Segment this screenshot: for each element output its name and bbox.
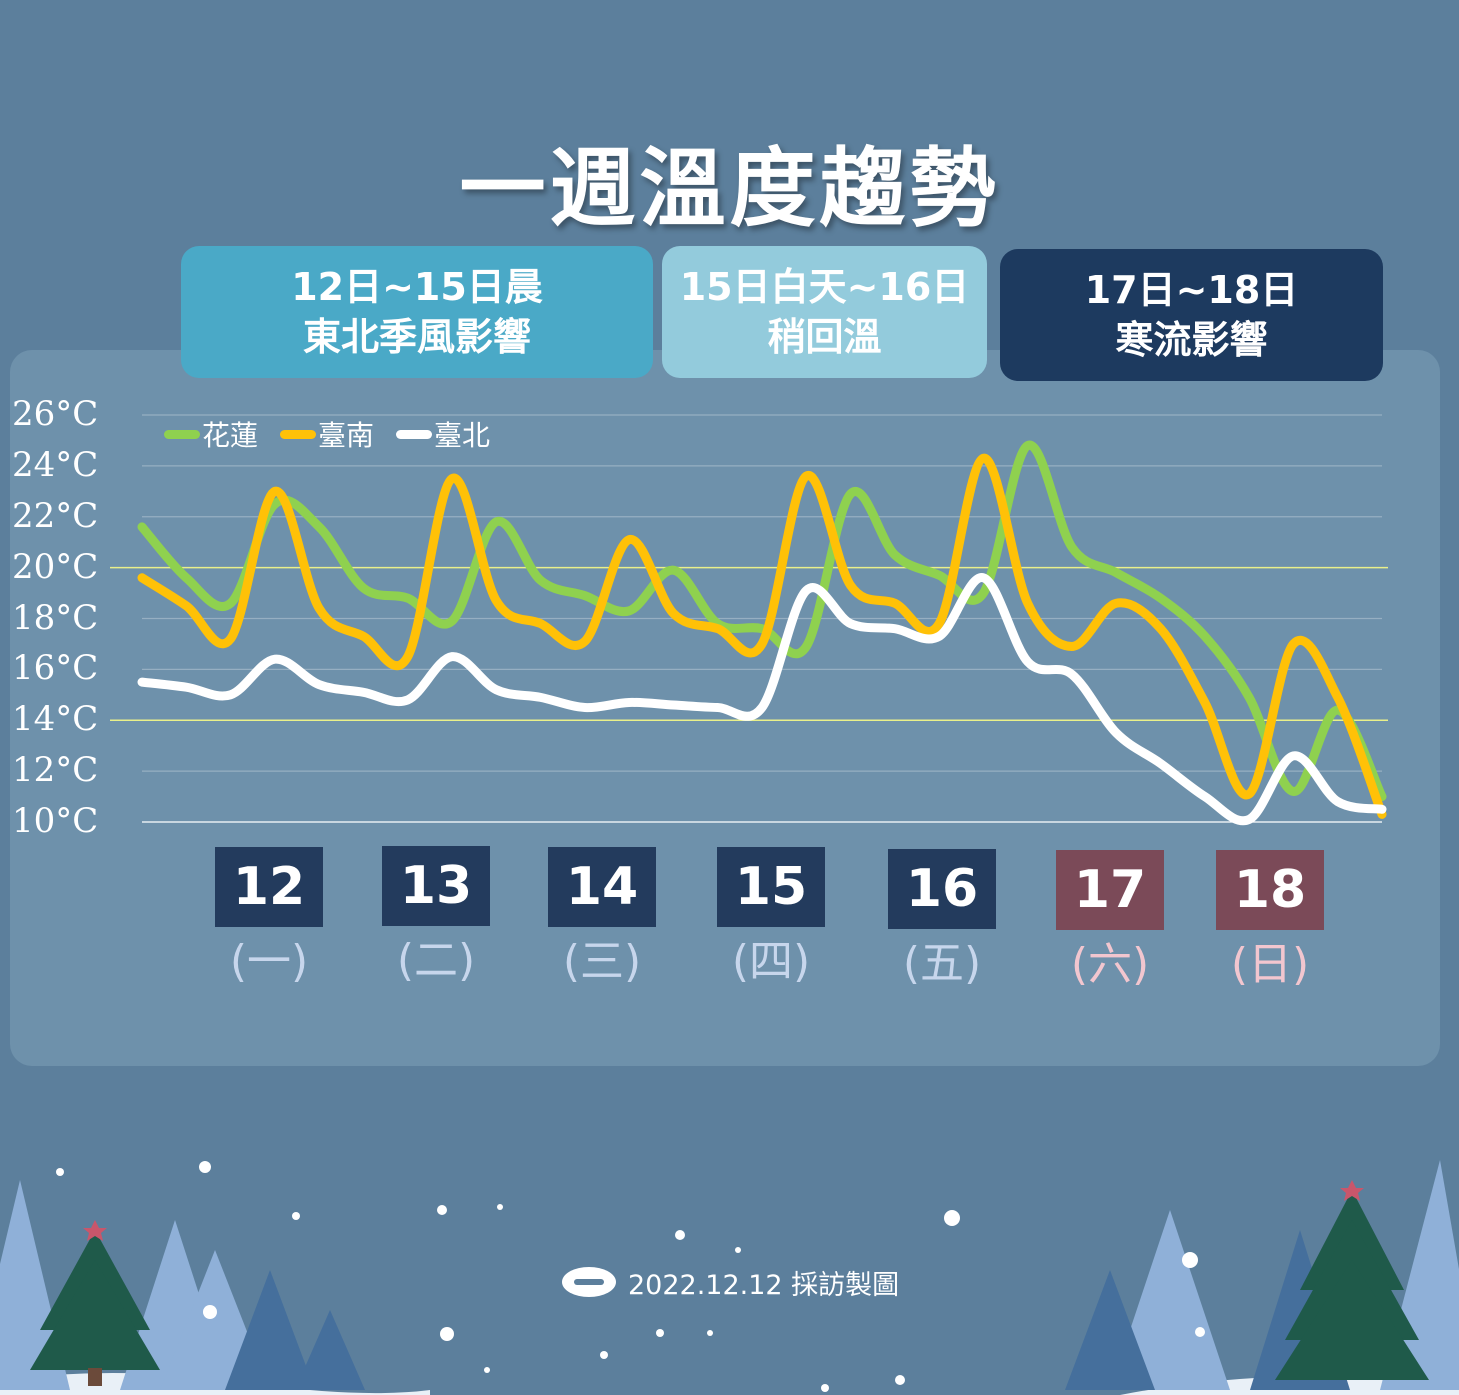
legend-label: 臺北 [434,419,491,452]
snowy-forest-decoration [0,1160,1459,1395]
cwb-logo-icon [562,1267,616,1297]
weekday-sun: (日) [1230,939,1310,990]
period-description: 寒流影響 [1115,318,1268,362]
weekday-tue: (二) [396,935,476,986]
chart-legend: 花蓮 臺南 臺北 [164,416,512,452]
y-tick-label: 24°C [12,445,99,485]
weekday-mon: (一) [229,936,309,987]
legend-item-taipei: 臺北 [396,414,490,454]
period-description: 稍回溫 [767,315,882,359]
day-label-14: 14 [548,847,656,927]
period-box-warming: 15日白天~16日 稍回溫 [662,246,987,378]
legend-item-tainan: 臺南 [280,414,374,454]
y-tick-label: 22°C [12,496,99,536]
period-box-cold-wave: 17日~18日 寒流影響 [1000,249,1383,381]
y-tick-label: 20°C [12,547,99,587]
y-tick-label: 14°C [12,699,99,739]
series-line-tainan [137,453,1387,819]
credit-text: 2022.12.12 採訪製圖 [628,1269,900,1301]
page-title: 一週溫度趨勢 [459,139,1000,239]
weekday-fri: (五) [902,938,982,989]
period-dates: 12日~15日晨 [291,265,543,309]
legend-label: 臺南 [318,419,375,452]
y-tick-label: 12°C [12,750,99,790]
period-box-monsoon: 12日~15日晨 東北季風影響 [181,246,653,378]
series-line-taipei [137,573,1387,826]
day-label-13: 13 [382,846,490,926]
y-tick-label: 18°C [12,598,99,638]
legend-swatch [396,429,433,439]
period-description: 東北季風影響 [302,315,531,359]
day-label-18: 18 [1216,850,1324,930]
series-line-hualien [137,441,1387,802]
weekday-sat: (六) [1070,939,1150,990]
day-label-16: 16 [888,849,996,929]
period-dates: 15日白天~16日 [679,265,970,309]
y-tick-label: 16°C [12,648,99,688]
day-label-17: 17 [1056,850,1164,930]
credit-line: 2022.12.12 採訪製圖 [562,1262,899,1302]
period-dates: 17日~18日 [1084,268,1299,312]
legend-swatch [280,429,317,439]
day-label-15: 15 [717,847,825,927]
y-tick-label: 26°C [12,394,99,434]
legend-label: 花蓮 [202,419,259,452]
weekday-wed: (三) [562,936,642,987]
legend-item-hualien: 花蓮 [164,414,258,454]
y-tick-label: 10°C [12,801,99,841]
legend-swatch [164,429,200,439]
weekday-thu: (四) [731,936,811,987]
day-label-12: 12 [215,847,323,927]
